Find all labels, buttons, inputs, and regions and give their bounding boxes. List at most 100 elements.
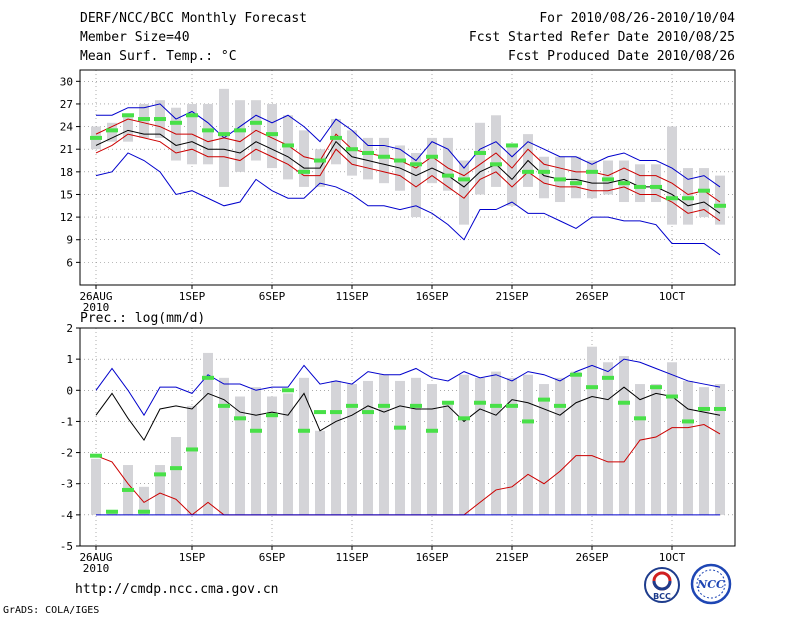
prec-ytick-label: 2 — [66, 322, 73, 335]
prec-observed-mark — [634, 416, 646, 421]
prec-ytick-label: -2 — [60, 447, 73, 460]
header-left: DERF/NCC/BCC Monthly Forecast Member Siz… — [80, 11, 307, 68]
prec-range-box — [651, 384, 661, 515]
ncc-logo: NCC — [690, 563, 732, 605]
temp-observed-mark — [698, 188, 710, 193]
prec-range-box — [363, 380, 373, 515]
variable-label: Mean Surf. Temp.: °C — [80, 49, 237, 64]
prec-observed-mark — [394, 425, 406, 430]
temp-range-box — [715, 175, 725, 225]
temp-observed-mark — [202, 128, 214, 133]
temp-ytick-label: 15 — [60, 188, 73, 201]
prec-range-box — [427, 384, 437, 515]
prec-range-box — [267, 396, 277, 515]
temp-range-box — [651, 164, 661, 203]
prec-frame — [79, 327, 736, 547]
prec-observed-mark — [234, 416, 246, 421]
prec-range-box — [219, 377, 229, 515]
prec-observed-mark — [522, 419, 534, 424]
temp-observed-mark — [394, 158, 406, 163]
prec-range-box — [619, 356, 629, 515]
source-url[interactable]: http://cmdp.ncc.cma.gov.cn — [75, 582, 279, 597]
prec-observed-mark — [458, 416, 470, 421]
prec-line-max — [95, 358, 721, 417]
temp-observed-mark — [138, 117, 150, 122]
temp-observed-mark — [506, 143, 518, 148]
temp-observed-mark — [426, 154, 438, 159]
prec-range-box — [395, 380, 405, 515]
temp-panel: 6 9 12 15 18 21 24 27 30 26AUG 1SEP 6SEP 11SEP 16SEP 2… — [60, 69, 736, 314]
prec-range-box — [507, 377, 517, 515]
prec-range-box — [475, 377, 485, 515]
prec-observed-mark — [330, 410, 342, 415]
temp-line-mean — [95, 129, 721, 214]
prec-range-box — [299, 377, 309, 515]
prec-observed-mark — [314, 410, 326, 415]
prec-ytick-label: 0 — [66, 384, 73, 397]
temp-observed-mark — [234, 128, 246, 133]
prec-range-box — [667, 362, 677, 515]
temp-xtick-label: 1SEP — [179, 290, 206, 303]
prec-range-box — [315, 430, 325, 515]
temp-observed-mark — [570, 181, 582, 186]
prec-range-box — [139, 486, 149, 515]
prec-observed-mark — [650, 385, 662, 390]
header-right: For 2010/08/26-2010/10/04 Fcst Started R… — [469, 11, 735, 68]
temp-observed-mark — [154, 117, 166, 122]
prec-range-box — [235, 396, 245, 515]
temp-observed-mark — [250, 120, 262, 125]
prec-range-box — [443, 402, 453, 515]
temp-observed-mark — [106, 128, 118, 133]
temp-observed-mark — [186, 113, 198, 118]
temp-xtick-label: 26AUG — [79, 290, 112, 303]
prec-observed-mark — [554, 403, 566, 408]
prec-range-box — [155, 465, 165, 515]
bcc-logo-text: BCC — [653, 592, 671, 601]
temp-range-box — [123, 115, 133, 142]
temp-xtick-label: 6SEP — [259, 290, 286, 303]
prec-range-box — [491, 371, 501, 515]
prec-observed-mark — [362, 410, 374, 415]
prec-range-box — [523, 374, 533, 515]
fcst-produced-date: Fcst Produced Date 2010/08/26 — [508, 49, 735, 64]
prec-range-box — [587, 346, 597, 515]
prec-range-box — [283, 393, 293, 515]
temp-ytick-label: 24 — [60, 121, 74, 134]
temp-range-box — [491, 115, 501, 187]
prec-ytick-label: -4 — [60, 509, 74, 522]
prec-xtick-label: 21SEP — [495, 551, 528, 564]
prec-observed-mark — [682, 419, 694, 424]
prec-range-box — [411, 377, 421, 515]
temp-observed-mark — [346, 147, 358, 152]
temp-observed-mark — [410, 162, 422, 167]
temp-ytick-label: 21 — [60, 143, 73, 156]
temp-range-box — [379, 137, 389, 184]
fcst-started-date: Fcst Started Refer Date 2010/08/25 — [468, 30, 735, 45]
prec-observed-mark — [106, 509, 118, 514]
prec-observed-mark — [138, 509, 150, 514]
temp-observed-mark — [378, 154, 390, 159]
temp-observed-mark — [122, 113, 134, 118]
temp-frame — [79, 69, 736, 286]
temp-observed-mark — [442, 173, 454, 178]
temp-line-max — [96, 103, 721, 188]
prec-observed-mark — [346, 403, 358, 408]
prec-range-box — [251, 387, 261, 515]
prec-observed-mark — [90, 453, 102, 458]
prec-range-box — [379, 374, 389, 515]
temp-observed-mark — [490, 162, 502, 167]
prec-observed-mark — [506, 403, 518, 408]
prec-observed-mark — [154, 472, 166, 477]
member-size: Member Size=40 — [80, 30, 190, 45]
prec-xtick-label: 16SEP — [415, 551, 448, 564]
temp-observed-mark — [474, 150, 486, 155]
prec-range-box — [187, 405, 197, 515]
temp-observed-mark — [362, 150, 374, 155]
prec-observed-mark — [442, 400, 454, 405]
prec-observed-mark — [570, 372, 582, 377]
prec-xtick-label: 26SEP — [575, 551, 608, 564]
prec-observed-mark — [170, 466, 182, 471]
prec-xtick-label: 1OCT — [659, 551, 686, 564]
prec-range-box — [699, 387, 709, 515]
